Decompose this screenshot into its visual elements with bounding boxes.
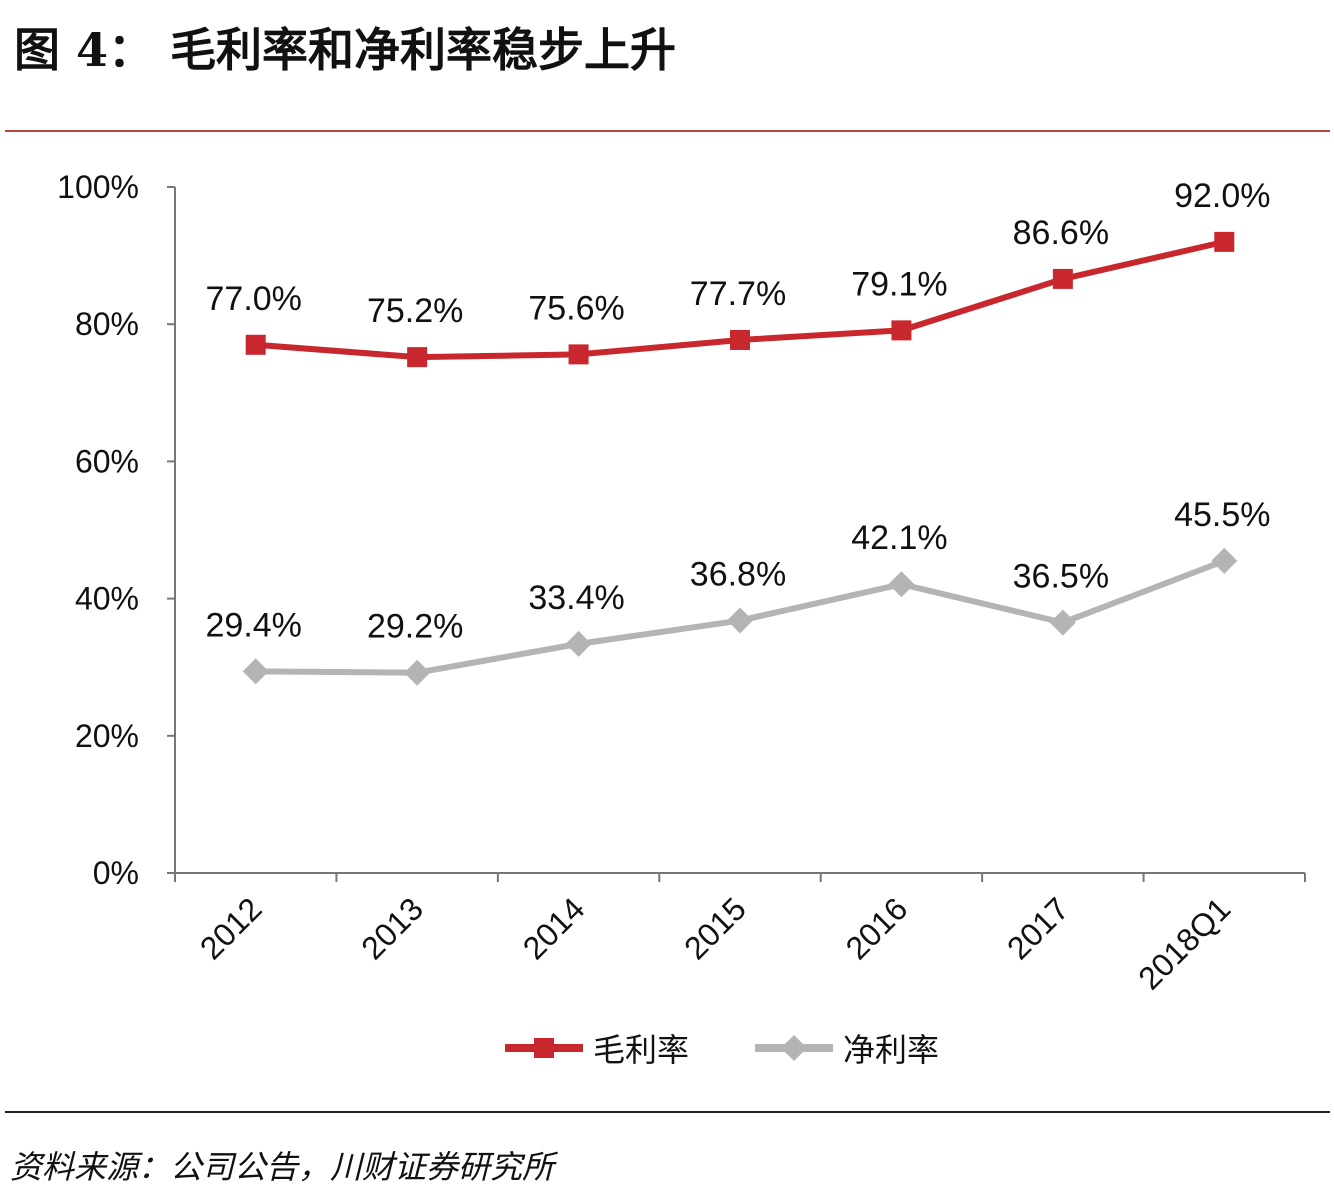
data-label: 36.5% — [1013, 558, 1109, 596]
legend-diamond-marker-icon — [781, 1035, 807, 1061]
x-tick-label: 2018Q1 — [1131, 890, 1237, 996]
data-label: 92.0% — [1174, 177, 1270, 215]
data-label: 77.7% — [690, 275, 786, 313]
y-tick-label: 20% — [75, 718, 139, 754]
data-label: 29.4% — [206, 606, 302, 644]
data-label: 79.1% — [851, 265, 947, 303]
y-tick-label: 100% — [57, 169, 139, 205]
x-tick-label: 2014 — [516, 890, 592, 966]
y-tick-label: 80% — [75, 306, 139, 342]
x-tick-label: 2013 — [354, 890, 430, 966]
data-label: 75.6% — [528, 289, 624, 327]
data-point — [730, 329, 750, 350]
data-point — [727, 607, 753, 634]
data-label: 33.4% — [528, 579, 624, 617]
data-point — [565, 630, 592, 657]
data-point — [1049, 609, 1076, 636]
data-point — [1052, 268, 1073, 289]
data-label: 42.1% — [851, 519, 947, 557]
data-point — [242, 658, 269, 685]
source-note: 资料来源：公司公告，川财证券研究所 — [10, 1148, 559, 1186]
data-label: 36.8% — [690, 556, 786, 594]
data-point — [891, 320, 912, 341]
data-label: 75.2% — [367, 292, 463, 330]
data-point — [1214, 231, 1235, 252]
data-point — [245, 334, 266, 355]
legend-label: 毛利率 — [593, 1031, 689, 1069]
data-point — [404, 659, 431, 686]
data-label: 45.5% — [1174, 496, 1270, 534]
data-point — [888, 571, 915, 598]
x-tick-label: 2016 — [839, 890, 915, 966]
x-tick-label: 2015 — [677, 890, 753, 966]
data-label: 86.6% — [1013, 214, 1109, 252]
y-tick-label: 60% — [75, 443, 139, 479]
data-label: 77.0% — [206, 280, 302, 318]
legend-square-marker-icon — [534, 1038, 554, 1058]
chart-title: 图 4： 毛利率和净利率稳步上升 — [14, 23, 676, 77]
y-tick-label: 40% — [75, 581, 139, 617]
x-tick-label: 2017 — [1000, 890, 1076, 966]
y-tick-label: 0% — [93, 855, 139, 891]
data-point — [1211, 547, 1238, 574]
data-point — [568, 344, 589, 365]
data-label: 29.2% — [367, 608, 463, 646]
legend-label: 净利率 — [843, 1031, 939, 1069]
data-point — [407, 347, 428, 368]
x-tick-label: 2012 — [193, 890, 269, 966]
